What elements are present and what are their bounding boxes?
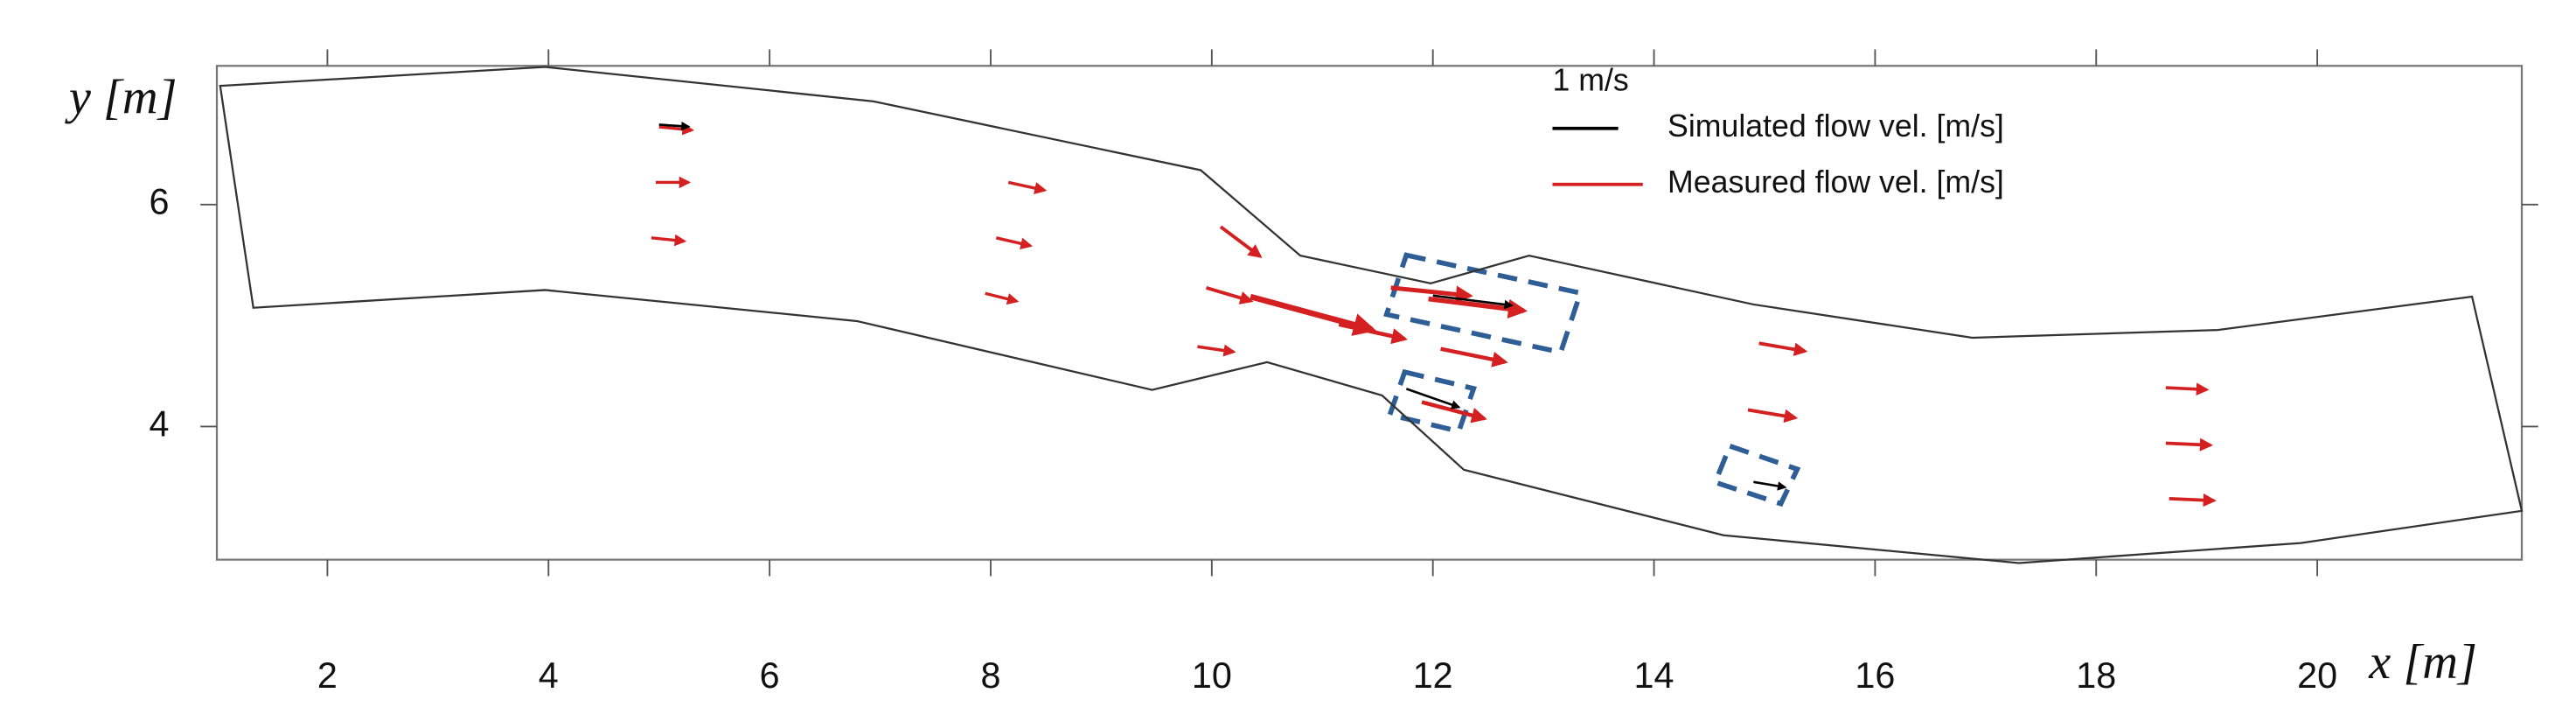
x-tick-label: 6 <box>760 655 780 696</box>
x-tick-label: 20 <box>2297 655 2337 696</box>
y-tick-label: 6 <box>150 182 170 222</box>
x-axis-label: x [m] <box>2368 635 2477 690</box>
velocity-arrow <box>1219 225 1263 258</box>
velocity-arrow <box>1753 480 1787 491</box>
x-tick-label: 10 <box>1192 655 1232 696</box>
legend-label: Simulated flow vel. [m/s] <box>1667 108 2004 144</box>
velocity-arrow <box>658 121 691 131</box>
legend-label: Measured flow vel. [m/s] <box>1667 164 2004 200</box>
velocity-arrow <box>1390 285 1473 304</box>
velocity-arrow <box>995 236 1034 250</box>
velocity-arrow <box>651 234 687 247</box>
highlight-boxes <box>1383 252 1801 508</box>
x-tick-label: 8 <box>980 655 1000 696</box>
velocity-arrow <box>1747 408 1799 424</box>
velocity-arrow <box>2165 382 2210 396</box>
x-tick-label: 4 <box>539 655 559 696</box>
velocity-arrow <box>1405 388 1461 410</box>
quiver-key-label: 1 m/s <box>1552 62 1628 97</box>
velocity-arrow <box>2165 438 2214 452</box>
velocity-arrow <box>1758 341 1808 356</box>
x-tick-label: 12 <box>1413 655 1453 696</box>
velocity-arrow <box>1338 322 1408 345</box>
velocity-arrow <box>1432 294 1514 310</box>
x-tick-label: 14 <box>1634 655 1674 696</box>
velocity-arrow <box>1205 286 1254 304</box>
highlight-box <box>1711 443 1801 508</box>
velocity-arrow <box>1197 344 1236 357</box>
y-tick-label: 4 <box>150 403 170 444</box>
velocity-arrow <box>1250 293 1377 336</box>
velocity-arrow <box>2169 494 2217 508</box>
velocity-arrow <box>1007 180 1048 194</box>
velocity-arrow <box>1440 346 1508 368</box>
x-tick-label: 18 <box>2076 655 2116 696</box>
highlight-box <box>1386 368 1477 435</box>
plot-frame <box>215 65 2524 561</box>
x-tick-label: 16 <box>1855 655 1895 696</box>
x-tick-label: 2 <box>317 655 338 696</box>
y-axis-label: y [m] <box>65 71 178 125</box>
highlight-box <box>1383 252 1584 355</box>
velocity-arrow <box>1421 400 1487 424</box>
velocity-arrow <box>985 291 1020 305</box>
channel-boundary <box>219 66 2524 564</box>
